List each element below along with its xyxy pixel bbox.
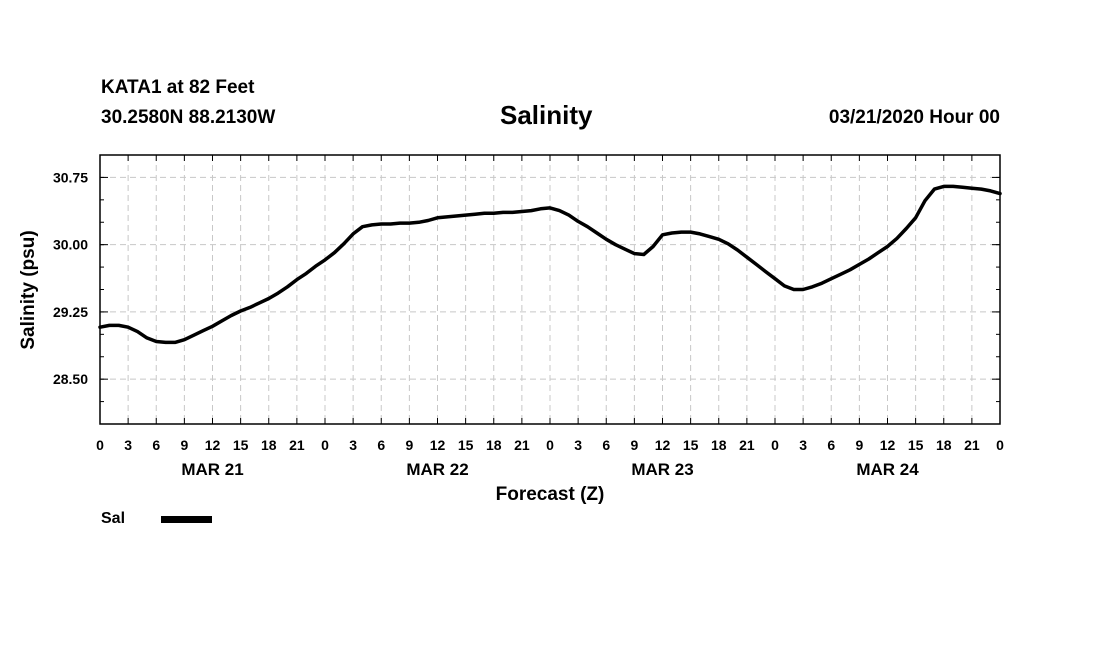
axis-layer: 0 3 6 9 12 15 18 21 0 3 6 9 12 15 18 21 0 3 6 9 12 15 18 21 0 3 6 9… xyxy=(53,154,1004,479)
x-tick-label: 12 xyxy=(430,437,446,453)
day-label: MAR 23 xyxy=(631,460,693,479)
x-tick-label: 12 xyxy=(655,437,671,453)
x-tick-label: 3 xyxy=(349,437,357,453)
chart-title: Salinity xyxy=(500,100,593,130)
y-tick-label: 28.50 xyxy=(53,371,88,387)
legend-label: Sal xyxy=(101,510,126,527)
x-tick-label: 12 xyxy=(205,437,221,453)
y-axis-label: Salinity (psu) xyxy=(18,230,39,349)
x-tick-label: 15 xyxy=(458,437,474,453)
forecast-datetime: 03/21/2020 Hour 00 xyxy=(828,107,1000,128)
x-tick-label: 6 xyxy=(152,437,160,453)
series-layer xyxy=(98,184,1002,345)
x-tick-label: 0 xyxy=(321,437,329,453)
grid-lines xyxy=(100,155,1000,424)
x-tick-label: 6 xyxy=(827,437,835,453)
x-axis-label: Forecast (Z) xyxy=(496,484,605,505)
x-tick-label: 18 xyxy=(936,437,952,453)
x-tick-label: 15 xyxy=(908,437,924,453)
x-tick-label: 9 xyxy=(180,437,188,453)
x-tick-label: 15 xyxy=(233,437,249,453)
x-tick-label: 18 xyxy=(486,437,502,453)
x-tick-label: 3 xyxy=(574,437,582,453)
x-tick-label: 9 xyxy=(855,437,863,453)
x-tick-label: 9 xyxy=(405,437,413,453)
x-tick-label: 3 xyxy=(124,437,132,453)
x-tick-label: 6 xyxy=(602,437,610,453)
x-tick-label: 21 xyxy=(964,437,980,453)
x-tick-label: 0 xyxy=(96,437,104,453)
station-coordinates: 30.2580N 88.2130W xyxy=(101,107,276,128)
day-label: MAR 24 xyxy=(856,460,919,479)
x-tick-label: 15 xyxy=(683,437,699,453)
x-tick-label: 0 xyxy=(546,437,554,453)
x-tick-label: 6 xyxy=(377,437,385,453)
y-tick-label: 30.00 xyxy=(53,237,88,253)
x-tick-label: 0 xyxy=(996,437,1004,453)
x-tick-label: 21 xyxy=(289,437,305,453)
x-tick-label: 21 xyxy=(739,437,755,453)
y-tick-label: 29.25 xyxy=(53,304,88,320)
x-tick-label: 0 xyxy=(771,437,779,453)
x-tick-label: 3 xyxy=(799,437,807,453)
x-tick-label: 9 xyxy=(630,437,638,453)
day-label: MAR 22 xyxy=(406,460,468,479)
x-tick-label: 18 xyxy=(711,437,727,453)
x-tick-label: 12 xyxy=(880,437,896,453)
x-tick-label: 18 xyxy=(261,437,277,453)
legend-swatch xyxy=(161,516,212,523)
x-tick-label: 21 xyxy=(514,437,530,453)
station-label: KATA1 at 82 Feet xyxy=(101,77,255,98)
series-line-sal xyxy=(98,184,1002,345)
day-label: MAR 21 xyxy=(181,460,243,479)
y-tick-label: 30.75 xyxy=(53,169,88,185)
